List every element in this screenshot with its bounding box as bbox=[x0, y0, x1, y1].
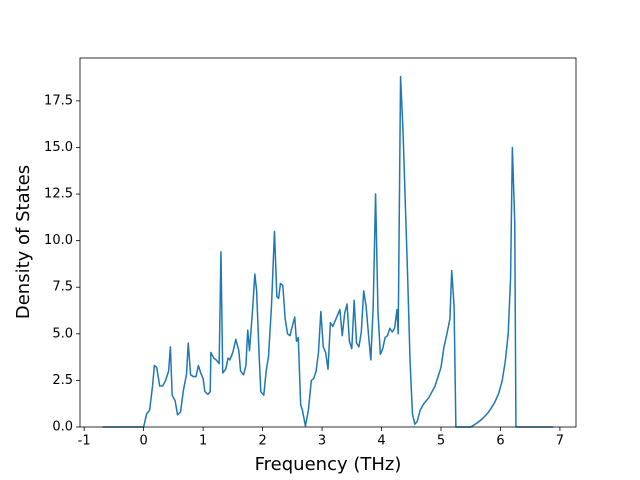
x-tick-label: 4 bbox=[377, 434, 385, 449]
y-tick-label: 7.5 bbox=[52, 280, 73, 295]
x-tick-label: 7 bbox=[556, 434, 564, 449]
y-tick-label: 10.0 bbox=[44, 233, 73, 248]
plot-frame bbox=[79, 57, 577, 428]
data-line bbox=[102, 75, 554, 428]
x-tick-label: 1 bbox=[199, 434, 207, 449]
x-tick-label: 2 bbox=[258, 434, 266, 449]
y-axis-label: Density of States bbox=[13, 165, 34, 319]
y-tick-label: 12.5 bbox=[44, 187, 73, 202]
x-tick-label: -1 bbox=[78, 434, 91, 449]
x-tick-label: 0 bbox=[139, 434, 147, 449]
y-tick-label: 0.0 bbox=[52, 420, 73, 435]
y-tick-label: 2.5 bbox=[52, 373, 73, 388]
x-tick-label: 5 bbox=[437, 434, 445, 449]
x-tick-label: 6 bbox=[496, 434, 504, 449]
x-tick-label: 3 bbox=[318, 434, 326, 449]
y-tick-label: 5.0 bbox=[52, 326, 73, 341]
x-axis-label: Frequency (THz) bbox=[255, 454, 402, 475]
y-tick-label: 17.5 bbox=[44, 93, 73, 108]
y-tick-label: 15.0 bbox=[44, 140, 73, 155]
